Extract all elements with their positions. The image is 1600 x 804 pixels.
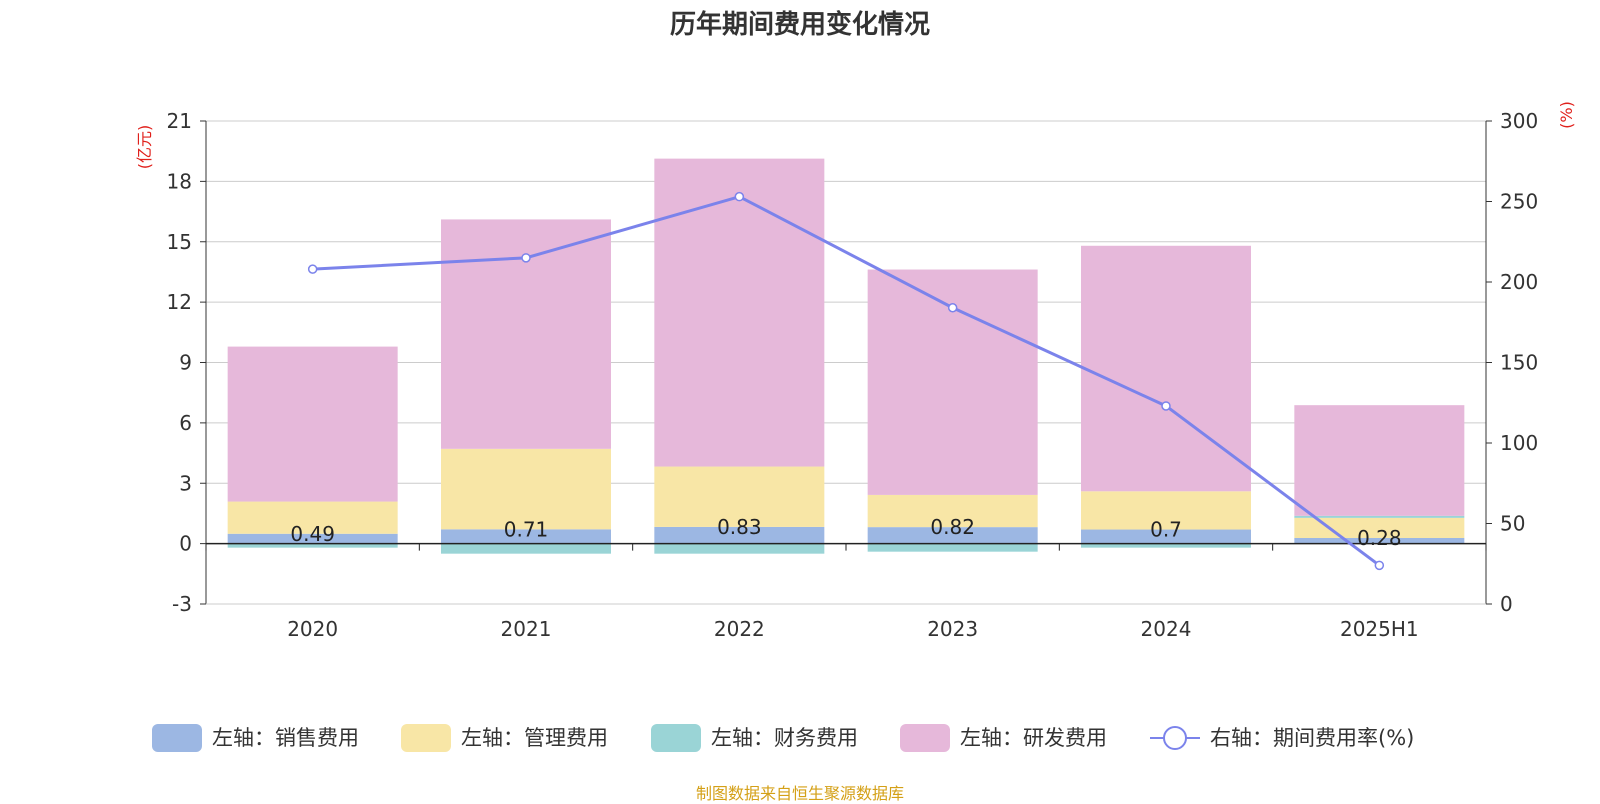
left-axis-tick-label: 6 bbox=[179, 411, 192, 435]
bar-sales-2020 bbox=[227, 533, 398, 544]
bar-admin-2023 bbox=[867, 494, 1038, 528]
bar-finance-2023 bbox=[867, 543, 1038, 552]
left-axis-tick-label: 12 bbox=[167, 290, 192, 314]
bar-sales-2024 bbox=[1081, 529, 1251, 544]
bar-finance-2024 bbox=[1081, 543, 1251, 548]
right-axis-tick-label: 0 bbox=[1500, 592, 1513, 616]
legend-swatch-rnd bbox=[900, 724, 950, 752]
legend-swatch-admin bbox=[401, 724, 451, 752]
rate-point-2024 bbox=[1161, 401, 1171, 411]
right-axis-tick-label: 50 bbox=[1500, 512, 1525, 536]
bar-finance-2021 bbox=[441, 543, 611, 554]
data-source-note: 制图数据来自恒生聚源数据库 bbox=[695, 784, 904, 803]
x-axis-category-label: 2021 bbox=[501, 617, 552, 641]
rate-point-2021 bbox=[521, 253, 531, 263]
bar-rnd-2020 bbox=[227, 346, 398, 502]
legend-item: 左轴：销售费用 bbox=[152, 724, 359, 752]
right-axis-tick-label: 100 bbox=[1500, 431, 1538, 455]
legend-item: 左轴：研发费用 bbox=[900, 724, 1107, 752]
bar-finance-2020 bbox=[227, 543, 398, 548]
legend-item: 左轴：管理费用 bbox=[401, 724, 608, 752]
data-label-sales: 0.71 bbox=[504, 517, 549, 541]
data-label-sales: 0.28 bbox=[1357, 526, 1402, 550]
rate-line bbox=[312, 195, 1381, 567]
bar-sales-2021 bbox=[441, 529, 611, 544]
left-axis-tick-label: 15 bbox=[167, 230, 192, 254]
bar-admin-2020 bbox=[227, 501, 398, 534]
data-label-sales: 0.82 bbox=[930, 515, 975, 539]
rate-point-2020 bbox=[307, 264, 318, 274]
data-label-sales: 0.49 bbox=[290, 522, 335, 546]
legend-label: 左轴：销售费用 bbox=[212, 726, 359, 750]
legend: 左轴：销售费用 左轴：管理费用 左轴：财务费用 左轴：研发费用 右轴：期间费用率(%) bbox=[152, 724, 1414, 752]
legend-item: 右轴：期间费用率(%) bbox=[1150, 726, 1414, 750]
bar-rnd-2024 bbox=[1081, 245, 1251, 492]
legend-swatch-finance bbox=[651, 724, 701, 752]
bar-admin-2021 bbox=[441, 448, 611, 530]
right-axis-tick-label: 300 bbox=[1500, 109, 1538, 133]
rate-point-2025H1 bbox=[1374, 560, 1385, 571]
left-axis-tick-label: 18 bbox=[167, 169, 192, 193]
bar-admin-2022 bbox=[654, 466, 825, 527]
x-axis-category-label: 2023 bbox=[927, 617, 978, 641]
bar-layer bbox=[227, 158, 1465, 554]
grid-lines bbox=[206, 120, 1486, 605]
x-axis-category-label: 2022 bbox=[714, 617, 765, 641]
left-axis-tick-label: 9 bbox=[179, 351, 192, 375]
left-axis-tick-label: 3 bbox=[179, 471, 192, 495]
bar-admin-2024 bbox=[1081, 491, 1251, 530]
bar-sales-2023 bbox=[867, 527, 1038, 544]
axes: -3 0 3 6 9 12 15 18 21 (亿元) 0 50 100 150 200 250 300 (%) 2… bbox=[135, 101, 1576, 641]
left-axis-tick-label: -3 bbox=[172, 592, 192, 616]
legend-item: 左轴：财务费用 bbox=[651, 724, 858, 752]
left-axis-tick-label: 21 bbox=[167, 109, 192, 133]
legend-marker bbox=[1163, 726, 1187, 750]
right-axis-tick-label: 250 bbox=[1500, 190, 1538, 214]
data-label-sales: 0.83 bbox=[717, 515, 762, 539]
bar-finance-2022 bbox=[654, 543, 825, 554]
legend-label: 右轴：期间费用率(%) bbox=[1210, 726, 1414, 750]
x-axis-category-label: 2025H1 bbox=[1340, 617, 1419, 641]
right-axis-tick-label: 150 bbox=[1500, 351, 1538, 375]
rate-point-2022 bbox=[734, 191, 745, 202]
x-axis-category-label: 2020 bbox=[287, 617, 338, 641]
bar-finance-2025H1 bbox=[1294, 515, 1465, 518]
rate-line-layer bbox=[307, 191, 1385, 571]
right-axis-unit: (%) bbox=[1557, 101, 1576, 129]
data-label-layer: 0.49 0.71 0.83 0.82 0.7 0.28 bbox=[290, 515, 1401, 550]
left-axis-unit: (亿元) bbox=[135, 125, 154, 170]
chart-title: 历年期间费用变化情况 bbox=[669, 10, 930, 40]
legend-label: 左轴：管理费用 bbox=[461, 726, 608, 750]
legend-swatch-sales bbox=[152, 724, 202, 752]
left-axis-tick-label: 0 bbox=[179, 532, 192, 556]
bar-sales-2022 bbox=[654, 526, 825, 544]
legend-label: 左轴：研发费用 bbox=[960, 726, 1107, 750]
legend-label: 左轴：财务费用 bbox=[711, 726, 858, 750]
bar-rnd-2022 bbox=[654, 158, 825, 467]
bar-rnd-2025H1 bbox=[1294, 405, 1465, 516]
rate-point-2023 bbox=[947, 303, 958, 313]
x-axis-category-label: 2024 bbox=[1141, 617, 1192, 641]
right-axis-tick-label: 200 bbox=[1500, 270, 1538, 294]
data-label-sales: 0.7 bbox=[1150, 518, 1182, 542]
bar-sales-2025H1 bbox=[1294, 537, 1465, 544]
